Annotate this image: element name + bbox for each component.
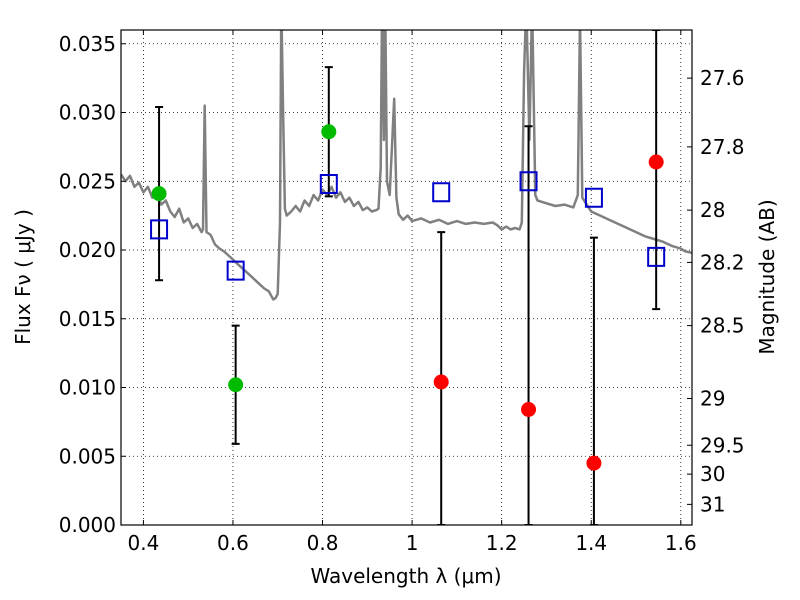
model-square-marker xyxy=(584,187,603,208)
model-square-marker xyxy=(319,174,338,194)
y-tick-label: 0.020 xyxy=(59,238,116,262)
x-tick-label: 0.8 xyxy=(307,531,339,555)
y-tick-label: 0.030 xyxy=(59,101,116,125)
y-tick-label: 0.015 xyxy=(59,307,116,331)
y-tick-label: 0.025 xyxy=(59,169,116,193)
x-tick-label: 0.6 xyxy=(217,531,249,555)
y2-axis-label: Magnitude (AB) xyxy=(755,199,779,354)
model-square-marker xyxy=(150,219,169,240)
y-tick-label: 0.005 xyxy=(59,444,116,468)
data-point xyxy=(228,377,244,393)
model-square-marker xyxy=(519,171,538,192)
data-point xyxy=(521,402,537,417)
y2-tick-label: 28 xyxy=(700,198,725,222)
x-tick-label: 0.4 xyxy=(127,531,159,555)
y-tick-label: 0.000 xyxy=(59,513,116,537)
y-tick-label: 0.035 xyxy=(59,32,116,56)
model-square-marker xyxy=(432,182,451,203)
data-point xyxy=(433,374,449,390)
y2-tick-label: 27.6 xyxy=(700,66,745,90)
x-tick-label: 1.2 xyxy=(486,531,518,555)
y2-tick-label: 29 xyxy=(700,387,725,411)
model-square-marker xyxy=(647,246,666,267)
y2-tick-label: 28.5 xyxy=(700,314,745,338)
x-axis-label: Wavelength λ (μm) xyxy=(310,564,501,588)
spectrum-line xyxy=(121,30,692,301)
y2-tick-label: 27.8 xyxy=(700,135,745,159)
model-square-marker xyxy=(226,260,245,281)
data-point xyxy=(151,186,167,202)
y-tick-label: 0.010 xyxy=(59,376,116,400)
x-tick-label: 1 xyxy=(406,531,419,555)
x-tick-label: 1.6 xyxy=(665,531,697,555)
y2-tick-label: 30 xyxy=(700,462,725,486)
x-tick-label: 1.4 xyxy=(575,531,607,555)
data-point xyxy=(321,124,337,140)
plot-frame xyxy=(120,29,693,526)
y2-tick-label: 28.2 xyxy=(700,250,745,274)
y2-tick-label: 31 xyxy=(700,492,725,516)
data-point xyxy=(648,154,664,170)
y2-tick-label: 29.5 xyxy=(700,433,745,457)
y-axis-label: Flux Fν ( μJy ) xyxy=(11,209,35,345)
data-point xyxy=(586,455,602,471)
